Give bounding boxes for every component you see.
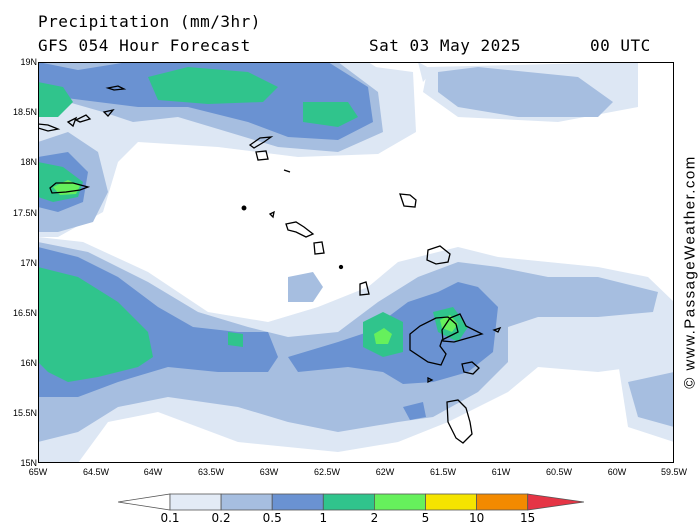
legend-label: 0.1 <box>160 511 180 525</box>
y-tick-label: 18.5N <box>12 107 37 117</box>
legend-label: 0.2 <box>211 511 231 525</box>
x-tick-label: 64W <box>143 467 163 477</box>
y-tick-label: 16N <box>20 358 37 368</box>
x-tick-label: 63W <box>259 467 279 477</box>
guadeloupe-coast <box>426 245 451 265</box>
legend-swatch <box>220 493 273 511</box>
y-tick-label: 15N <box>20 458 37 468</box>
martinique-coast <box>446 399 473 444</box>
y-tick-label: 18N <box>20 157 37 167</box>
legend-swatch <box>476 493 529 511</box>
legend-label: 0.5 <box>262 511 282 525</box>
puerto-rico-coast <box>49 182 91 194</box>
x-tick-label: 62W <box>375 467 395 477</box>
legend-label: 15 <box>520 511 536 525</box>
forecast-subtitle: GFS 054 Hour Forecast <box>38 36 251 55</box>
x-tick-label: 61.5W <box>429 467 457 477</box>
x-tick-label: 62.5W <box>313 467 341 477</box>
precip-band-green <box>38 67 468 382</box>
y-tick-label: 16.5N <box>12 308 37 318</box>
credit-watermark: © www.PassageWeather.com <box>681 155 699 389</box>
forecast-date: Sat 03 May 2025 <box>369 36 521 55</box>
legend-label: 1 <box>319 511 328 525</box>
precipitation-map <box>38 62 674 463</box>
color-legend <box>118 493 584 511</box>
legend-label: 10 <box>468 511 485 525</box>
legend-swatch <box>169 493 222 511</box>
x-tick-label: 61W <box>491 467 511 477</box>
legend-arrow-high <box>527 493 584 511</box>
legend-swatch <box>271 493 324 511</box>
coastlines <box>38 85 502 444</box>
legend-arrow-low <box>118 493 171 511</box>
legend-swatch <box>373 493 426 511</box>
map-title: Precipitation (mm/3hr) <box>38 12 261 31</box>
legend-swatch <box>322 493 375 511</box>
x-tick-label: 60W <box>607 467 627 477</box>
x-tick-label: 63.5W <box>197 467 225 477</box>
forecast-time: 00 UTC <box>590 36 651 55</box>
x-tick-label: 64.5W <box>82 467 110 477</box>
x-tick-label: 60.5W <box>545 467 573 477</box>
legend-label: 5 <box>421 511 430 525</box>
legend-label: 2 <box>370 511 379 525</box>
legend-swatch <box>425 493 477 511</box>
y-tick-label: 19N <box>20 57 37 67</box>
y-tick-label: 17N <box>20 258 37 268</box>
y-tick-label: 15.5N <box>12 408 37 418</box>
x-tick-label: 59.5W <box>660 467 688 477</box>
x-tick-label: 65W <box>28 467 48 477</box>
y-tick-label: 17.5N <box>12 208 37 218</box>
